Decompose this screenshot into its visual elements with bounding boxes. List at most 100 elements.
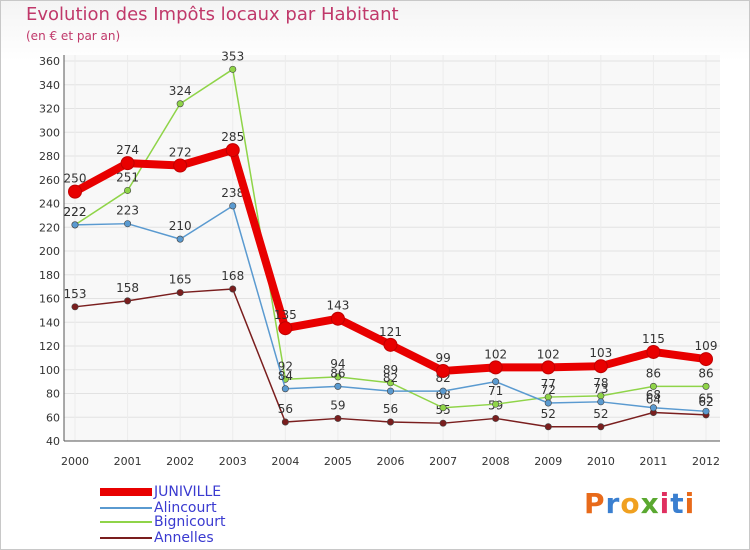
legend-item-alincourt: Alincourt xyxy=(100,500,217,516)
y-tick-label: 280 xyxy=(39,150,60,163)
legend-item-bignicourt: Bignicourt xyxy=(100,514,226,530)
x-tick-label: 2005 xyxy=(324,455,352,468)
data-label-juniville: 274 xyxy=(116,143,139,157)
y-tick-label: 60 xyxy=(46,411,60,424)
data-label-bignicourt: 89 xyxy=(383,363,398,377)
data-label-bignicourt: 77 xyxy=(541,377,556,391)
y-tick-label: 160 xyxy=(39,293,60,306)
x-tick-label: 2008 xyxy=(482,455,510,468)
data-label-juniville: 102 xyxy=(484,347,507,361)
data-point-alincourt xyxy=(124,220,132,228)
legend-item-juniville: JUNIVILLE xyxy=(100,484,221,500)
data-point-annelles xyxy=(439,419,447,427)
data-point-alincourt xyxy=(597,398,605,406)
data-label-bignicourt: 78 xyxy=(593,376,608,390)
x-tick-label: 2000 xyxy=(61,455,89,468)
x-tick-label: 2011 xyxy=(639,455,667,468)
data-label-juniville: 250 xyxy=(64,172,87,186)
data-label-juniville: 115 xyxy=(642,332,665,346)
data-label-annelles: 64 xyxy=(646,393,661,407)
y-tick-label: 360 xyxy=(39,55,60,68)
legend-swatch-alincourt xyxy=(100,507,152,509)
x-tick-label: 2007 xyxy=(429,455,457,468)
logo-letter: P xyxy=(584,487,606,520)
data-point-juniville xyxy=(646,344,661,359)
x-tick-label: 2010 xyxy=(587,455,615,468)
data-point-alincourt xyxy=(71,221,79,229)
data-label-alincourt: 72 xyxy=(541,383,556,397)
legend-label: Bignicourt xyxy=(154,514,226,530)
legend-swatch-juniville xyxy=(100,488,152,496)
data-point-juniville xyxy=(699,352,713,367)
data-label-annelles: 59 xyxy=(330,398,345,412)
data-point-bignicourt xyxy=(386,379,394,387)
y-tick-label: 220 xyxy=(39,221,60,234)
data-point-alincourt xyxy=(702,407,710,415)
y-tick-label: 40 xyxy=(46,435,60,448)
data-label-annelles: 52 xyxy=(541,407,556,421)
data-label-alincourt: 238 xyxy=(221,186,244,200)
y-tick-label: 340 xyxy=(39,79,60,92)
data-point-annelles xyxy=(492,414,500,422)
data-point-juniville xyxy=(488,360,503,375)
data-point-alincourt xyxy=(176,235,184,243)
data-point-annelles xyxy=(544,423,552,431)
plot-area xyxy=(64,55,720,441)
data-label-annelles: 153 xyxy=(64,287,87,301)
data-label-annelles: 56 xyxy=(383,402,398,416)
data-point-alincourt xyxy=(386,387,394,395)
y-tick-label: 120 xyxy=(39,340,60,353)
data-label-bignicourt: 71 xyxy=(488,384,503,398)
data-point-juniville xyxy=(120,156,135,171)
logo-letter: r xyxy=(605,487,621,520)
data-point-bignicourt xyxy=(334,373,342,381)
data-label-juniville: 143 xyxy=(326,299,349,313)
data-point-juniville xyxy=(330,311,345,326)
legend-item-annelles: Annelles xyxy=(100,530,214,546)
y-tick-label: 140 xyxy=(39,316,60,329)
data-label-annelles: 158 xyxy=(116,281,139,295)
logo-letter: i xyxy=(659,487,671,520)
data-point-annelles xyxy=(281,418,289,426)
data-point-annelles xyxy=(124,297,132,305)
data-point-alincourt xyxy=(544,399,552,407)
data-label-annelles: 62 xyxy=(698,395,713,409)
data-label-alincourt: 223 xyxy=(116,204,139,218)
data-label-bignicourt: 251 xyxy=(116,170,139,184)
data-label-bignicourt: 222 xyxy=(64,205,87,219)
logo-letter: i xyxy=(684,487,696,520)
y-tick-label: 300 xyxy=(39,126,60,139)
legend-swatch-annelles xyxy=(100,537,152,539)
data-point-bignicourt xyxy=(124,186,132,194)
data-point-annelles xyxy=(386,418,394,426)
y-tick-label: 200 xyxy=(39,245,60,258)
x-tick-label: 2006 xyxy=(377,455,405,468)
data-label-alincourt: 210 xyxy=(169,219,192,233)
data-label-annelles: 56 xyxy=(278,402,293,416)
legend-label: Annelles xyxy=(154,530,214,546)
data-label-bignicourt: 86 xyxy=(698,366,713,380)
data-point-alincourt xyxy=(281,385,289,393)
data-label-bignicourt: 324 xyxy=(169,84,192,98)
data-label-alincourt: 84 xyxy=(278,369,293,383)
data-label-juniville: 272 xyxy=(169,146,192,160)
data-point-annelles xyxy=(176,289,184,297)
data-point-bignicourt xyxy=(439,404,447,412)
data-label-juniville: 121 xyxy=(379,325,402,339)
legend-label: Alincourt xyxy=(154,500,217,516)
y-tick-label: 180 xyxy=(39,269,60,282)
data-label-bignicourt: 94 xyxy=(330,357,345,371)
legend-swatch-bignicourt xyxy=(100,521,152,523)
data-label-bignicourt: 353 xyxy=(221,49,244,63)
chart-subtitle: (en € et par an) xyxy=(26,29,121,43)
data-point-bignicourt xyxy=(229,65,237,73)
x-tick-label: 2012 xyxy=(692,455,720,468)
y-tick-label: 100 xyxy=(39,364,60,377)
data-point-alincourt xyxy=(439,387,447,395)
data-point-juniville xyxy=(383,337,398,352)
y-tick-label: 260 xyxy=(39,174,60,187)
data-point-bignicourt xyxy=(702,382,710,390)
y-tick-label: 80 xyxy=(46,388,60,401)
data-label-annelles: 168 xyxy=(221,269,244,283)
data-label-alincourt: 68 xyxy=(646,388,661,402)
